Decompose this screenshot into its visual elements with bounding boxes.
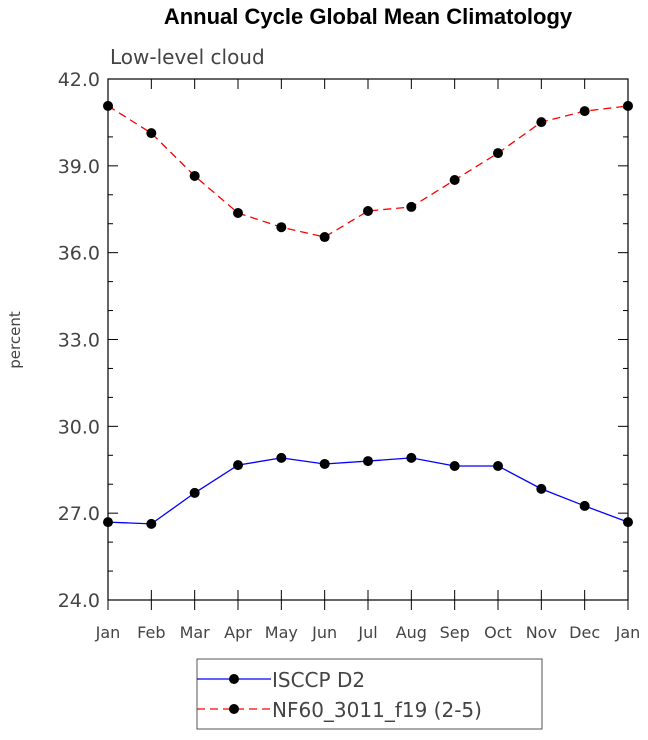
x-tick-label: Jan (95, 623, 121, 642)
data-point (103, 100, 113, 111)
series-line-1 (107, 105, 629, 238)
data-point (623, 100, 633, 111)
data-point (449, 175, 460, 186)
y-tick-label: 36.0 (58, 243, 100, 265)
data-point (363, 205, 373, 216)
x-tick-label: Jun (311, 623, 337, 642)
data-point (406, 452, 417, 463)
legend-marker (229, 674, 239, 684)
chart-subtitle: Low-level cloud (110, 45, 265, 69)
data-point (493, 148, 503, 159)
data-point (363, 456, 373, 467)
x-tick-label: Jan (615, 623, 641, 642)
legend-label: ISCCP D2 (272, 668, 365, 692)
legend-box (196, 658, 543, 730)
data-point (189, 170, 200, 181)
y-axis-label: percent (6, 311, 24, 369)
x-tick-label: Oct (484, 623, 512, 642)
data-point (276, 452, 287, 463)
x-tick-label: Mar (180, 623, 211, 642)
x-tick-label: Apr (224, 623, 252, 642)
data-point (319, 458, 330, 469)
x-tick-label: Sep (440, 623, 470, 642)
legend-marker (229, 704, 239, 714)
x-tick-label: Feb (137, 623, 165, 642)
legend-label: NF60_3011_f19 (2-5) (272, 698, 482, 722)
y-tick-label: 42.0 (58, 69, 100, 91)
y-tick-label: 39.0 (58, 156, 100, 178)
chart-title: Annual Cycle Global Mean Climatology (164, 4, 573, 29)
data-point (189, 487, 200, 498)
data-point (449, 460, 460, 471)
y-tick-label: 24.0 (58, 590, 100, 612)
data-point (146, 128, 157, 139)
data-point (103, 517, 113, 528)
y-tick-label: 30.0 (58, 416, 100, 438)
data-point (536, 117, 547, 128)
x-tick-label: Aug (396, 623, 427, 642)
y-tick-label: 33.0 (58, 330, 100, 352)
y-tick-label: 27.0 (58, 503, 100, 525)
data-point (579, 500, 590, 511)
data-point (233, 208, 243, 219)
data-point (406, 201, 417, 212)
x-tick-label: Dec (569, 623, 600, 642)
data-point (536, 483, 547, 494)
series-line-0 (107, 457, 629, 525)
data-point (233, 460, 243, 471)
x-tick-label: Jul (357, 623, 377, 642)
data-point (319, 232, 330, 243)
data-point (146, 518, 157, 529)
data-point (493, 460, 503, 471)
x-tick-label: May (265, 623, 298, 642)
data-point (276, 222, 287, 233)
x-tick-label: Nov (526, 623, 557, 642)
data-point (623, 517, 633, 528)
data-point (579, 106, 590, 117)
plot-frame (107, 78, 629, 601)
